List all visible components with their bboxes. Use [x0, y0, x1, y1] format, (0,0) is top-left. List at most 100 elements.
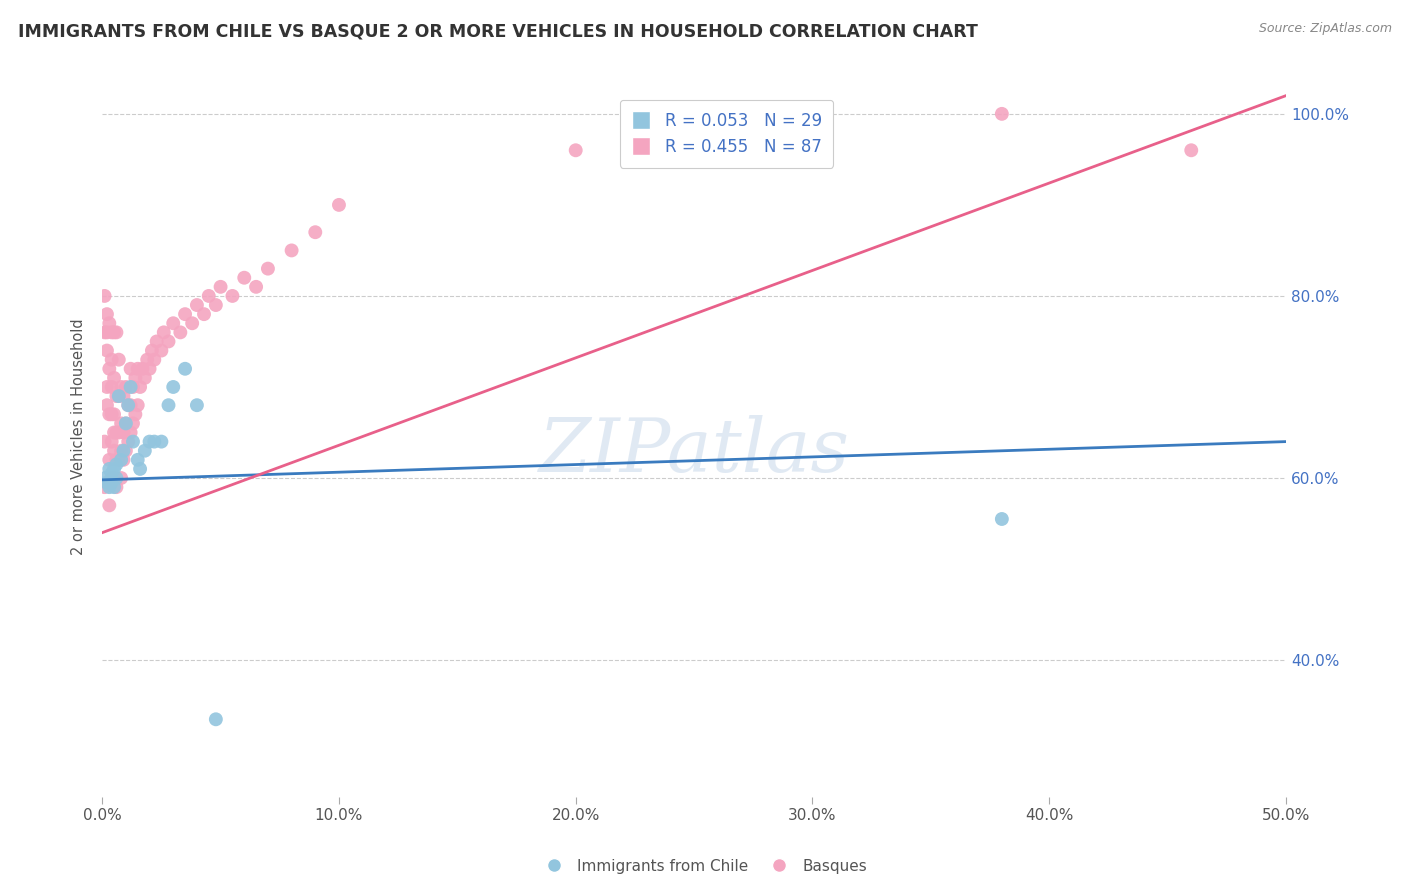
Point: [103, 407, 125, 421]
Point: [100, 407, 122, 421]
Point: [100, 326, 122, 340]
Point: [991, 512, 1014, 526]
Point: [105, 452, 128, 467]
Point: [991, 107, 1014, 121]
Point: [96, 326, 118, 340]
Point: [143, 434, 166, 449]
Point: [152, 326, 174, 340]
Point: [98, 462, 121, 476]
Point: [105, 389, 128, 403]
Point: [98, 316, 121, 330]
Text: IMMIGRANTS FROM CHILE VS BASQUE 2 OR MORE VEHICLES IN HOUSEHOLD CORRELATION CHAR: IMMIGRANTS FROM CHILE VS BASQUE 2 OR MOR…: [18, 22, 979, 40]
Point: [115, 443, 138, 458]
Point: [103, 471, 125, 485]
Point: [115, 380, 138, 394]
Point: [186, 398, 208, 412]
Point: [98, 407, 121, 421]
Point: [96, 380, 118, 394]
Point: [169, 326, 191, 340]
Point: [174, 361, 197, 376]
Point: [328, 198, 350, 212]
Text: Source: ZipAtlas.com: Source: ZipAtlas.com: [1258, 22, 1392, 36]
Point: [93, 289, 115, 303]
Point: [100, 467, 122, 481]
Point: [120, 425, 142, 440]
Text: ZIPatlas: ZIPatlas: [538, 415, 849, 488]
Point: [186, 298, 208, 312]
Point: [115, 417, 138, 431]
Y-axis label: 2 or more Vehicles in Household: 2 or more Vehicles in Household: [72, 318, 86, 556]
Point: [205, 298, 228, 312]
Point: [221, 289, 243, 303]
Point: [105, 471, 128, 485]
Point: [157, 334, 180, 349]
Point: [96, 307, 118, 321]
Point: [100, 434, 122, 449]
Point: [150, 343, 173, 358]
Point: [181, 316, 204, 330]
Point: [304, 225, 326, 239]
Point: [105, 425, 128, 440]
Point: [120, 380, 142, 394]
Point: [138, 361, 160, 376]
Point: [150, 434, 173, 449]
Point: [117, 398, 139, 412]
Point: [100, 380, 122, 394]
Point: [107, 452, 129, 467]
Point: [193, 307, 215, 321]
Point: [112, 452, 135, 467]
Point: [1180, 143, 1202, 157]
Point: [103, 480, 125, 494]
Point: [129, 380, 152, 394]
Point: [197, 289, 219, 303]
Point: [103, 326, 125, 340]
Point: [100, 471, 122, 485]
Point: [98, 452, 121, 467]
Point: [96, 475, 118, 490]
Point: [93, 434, 115, 449]
Point: [110, 471, 132, 485]
Point: [127, 398, 149, 412]
Point: [103, 462, 125, 476]
Point: [96, 398, 118, 412]
Point: [122, 434, 145, 449]
Point: [564, 143, 586, 157]
Point: [93, 480, 115, 494]
Point: [110, 380, 132, 394]
Point: [120, 398, 142, 412]
Point: [134, 443, 156, 458]
Point: [127, 452, 149, 467]
Point: [801, 125, 824, 139]
Point: [257, 261, 280, 276]
Point: [105, 480, 128, 494]
Point: [245, 280, 267, 294]
Point: [117, 398, 139, 412]
Point: [205, 712, 228, 726]
Point: [100, 475, 122, 490]
Legend: R = 0.053   N = 29, R = 0.455   N = 87: R = 0.053 N = 29, R = 0.455 N = 87: [620, 100, 834, 168]
Point: [112, 425, 135, 440]
Point: [103, 443, 125, 458]
Point: [110, 452, 132, 467]
Legend: Immigrants from Chile, Basques: Immigrants from Chile, Basques: [533, 853, 873, 880]
Point: [98, 361, 121, 376]
Point: [105, 326, 128, 340]
Point: [117, 434, 139, 449]
Point: [100, 352, 122, 367]
Point: [93, 326, 115, 340]
Point: [112, 389, 135, 403]
Point: [107, 352, 129, 367]
Point: [110, 417, 132, 431]
Point: [112, 443, 135, 458]
Point: [209, 280, 232, 294]
Point: [141, 343, 163, 358]
Point: [96, 343, 118, 358]
Point: [129, 462, 152, 476]
Point: [162, 380, 184, 394]
Point: [107, 425, 129, 440]
Point: [98, 499, 121, 513]
Point: [174, 307, 197, 321]
Point: [105, 458, 128, 472]
Point: [131, 361, 153, 376]
Point: [103, 371, 125, 385]
